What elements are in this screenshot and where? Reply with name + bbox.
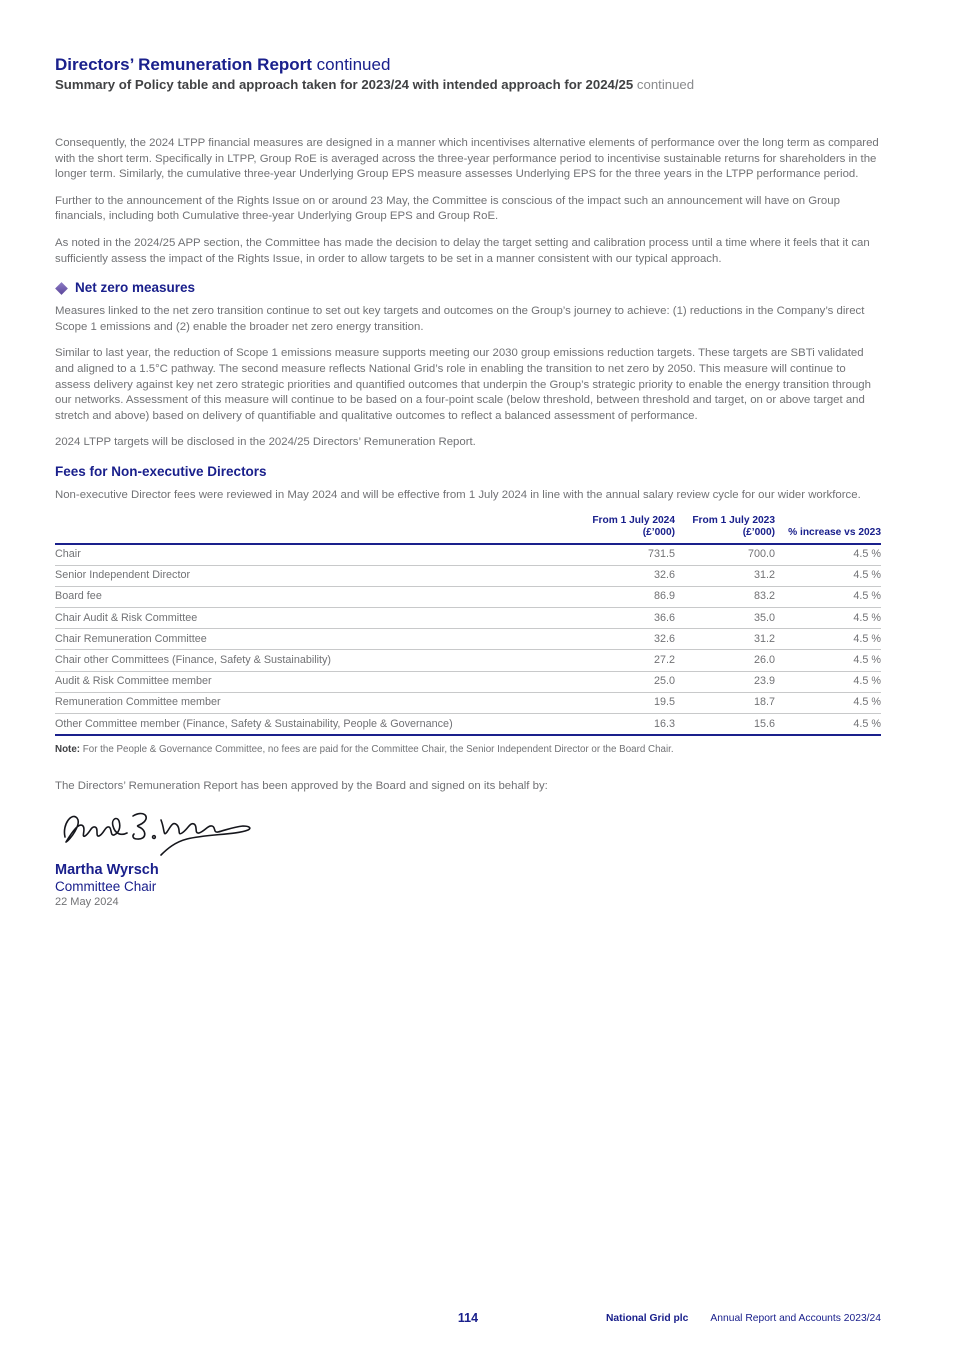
header-2024-line2: (£’000) [642,526,675,538]
row-increase-value: 4.5 % [853,611,881,624]
fees-table: From 1 July 2024 (£’000) From 1 July 202… [55,515,881,737]
table-row: Chair Remuneration Committee 32.6 31.2 4… [55,629,881,650]
note-label: Note: [55,744,81,756]
footer-company: National Grid plc [606,1313,689,1324]
net-zero-paragraph-1: Measures linked to the net zero transiti… [55,305,865,333]
table-row: Chair 731.5 700.0 4.5 % [55,544,881,566]
net-zero-paragraph-2: Similar to last year, the reduction of S… [55,347,871,422]
row-2023-value: 700.0 [747,548,775,561]
page-subtitle-continued: continued [633,77,695,92]
row-increase-value: 4.5 % [853,696,881,709]
handwritten-signature [63,812,251,856]
row-label: Board fee [55,590,102,603]
intro-paragraph-2: Further to the announcement of the Right… [55,194,840,223]
page-title-text: Directors’ Remuneration Report [55,55,312,74]
footer-right: National Grid plc Annual Report and Acco… [606,1313,881,1324]
header-2024-line1: From 1 July 2024 [592,514,675,526]
note-text: For the People & Governance Committee, n… [80,744,674,756]
diamond-bullet-icon [55,281,68,295]
header-cell-2023: From 1 July 2023 (£’000) [675,515,775,544]
header-cell-2024: From 1 July 2024 (£’000) [555,515,675,544]
row-label: Remuneration Committee member [55,696,221,709]
intro-section: Consequently, the 2024 LTPP financial me… [55,136,881,267]
row-2024-value: 86.9 [653,590,675,603]
row-2023-value: 31.2 [753,569,775,582]
row-label: Chair Audit & Risk Committee [55,611,198,624]
row-2023-value: 15.6 [753,717,775,730]
header-cell-empty [55,515,555,544]
row-increase-value: 4.5 % [853,632,881,645]
signer-name: Martha Wyrsch [55,861,159,878]
row-increase-value: 4.5 % [853,569,881,582]
row-increase-value: 4.5 % [853,654,881,667]
row-2023-value: 35.0 [753,611,775,624]
fees-intro-paragraph: Non-executive Director fees were reviewe… [55,488,861,501]
page-subtitle: Summary of Policy table and approach tak… [55,77,881,93]
row-2024-value: 27.2 [653,654,675,667]
approval-statement: The Directors’ Remuneration Report has b… [55,780,548,793]
table-row: Senior Independent Director 32.6 31.2 4.… [55,565,881,587]
page-title: Directors’ Remuneration Report continued [55,55,881,75]
fees-heading: Fees for Non-executive Directors [55,463,267,479]
fees-table-header-row: From 1 July 2024 (£’000) From 1 July 202… [55,515,881,544]
table-row: Board fee 86.9 83.2 4.5 % [55,586,881,608]
row-2024-value: 731.5 [647,548,675,561]
header-2023-line2: (£’000) [742,526,775,538]
signer-date: 22 May 2024 [55,895,119,908]
net-zero-section: Net zero measures Measures linked to the… [55,280,881,451]
row-label: Chair Remuneration Committee [55,632,207,645]
table-row: Other Committee member (Finance, Safety … [55,714,881,736]
footer-report-title: Annual Report and Accounts 2023/24 [710,1313,881,1324]
row-2024-value: 36.6 [653,611,675,624]
row-2023-value: 31.2 [753,632,775,645]
intro-paragraph-3: As noted in the 2024/25 APP section, the… [55,236,870,265]
row-label: Audit & Risk Committee member [55,675,212,688]
row-2023-value: 18.7 [753,696,775,709]
page-title-continued: continued [311,55,391,74]
row-2024-value: 19.5 [653,696,675,709]
intro-paragraph-1: Consequently, the 2024 LTPP financial me… [55,137,879,181]
row-2024-value: 16.3 [653,717,675,730]
page-subtitle-text: Summary of Policy table and approach tak… [55,77,634,92]
row-increase-value: 4.5 % [853,590,881,603]
page-footer: 114 National Grid plc Annual Report and … [55,1311,881,1327]
row-2023-value: 26.0 [753,654,775,667]
row-2024-value: 32.6 [653,632,675,645]
report-page: Directors’ Remuneration Report continued… [55,0,881,909]
header-cell-increase: % increase vs 2023 [788,526,881,538]
page-number: 114 [457,1311,479,1325]
header-2023-line1: From 1 July 2023 [692,514,775,526]
table-note: Note: For the People & Governance Commit… [55,744,881,756]
row-2023-value: 23.9 [753,675,775,688]
net-zero-heading: Net zero measures [55,280,881,296]
row-increase-value: 4.5 % [853,717,881,730]
fees-section: Fees for Non-executive Directors Non-exe… [55,464,881,756]
row-increase-value: 4.5 % [853,675,881,688]
row-2023-value: 83.2 [753,590,775,603]
row-label: Chair [55,548,81,561]
row-label: Senior Independent Director [55,569,191,582]
net-zero-heading-text: Net zero measures [75,280,196,296]
row-increase-value: 4.5 % [853,548,881,561]
row-2024-value: 25.0 [653,675,675,688]
table-row: Chair Audit & Risk Committee 36.6 35.0 4… [55,608,881,629]
signer-role: Committee Chair [55,878,157,894]
approval-section: The Directors’ Remuneration Report has b… [55,779,881,909]
row-label: Other Committee member (Finance, Safety … [55,717,453,730]
row-label: Chair other Committees (Finance, Safety … [55,654,332,667]
table-row: Audit & Risk Committee member 25.0 23.9 … [55,671,881,693]
table-row: Remuneration Committee member 19.5 18.7 … [55,692,881,714]
row-2024-value: 32.6 [653,569,675,582]
net-zero-paragraph-3: 2024 LTPP targets will be disclosed in t… [55,436,476,449]
table-row: Chair other Committees (Finance, Safety … [55,650,881,672]
